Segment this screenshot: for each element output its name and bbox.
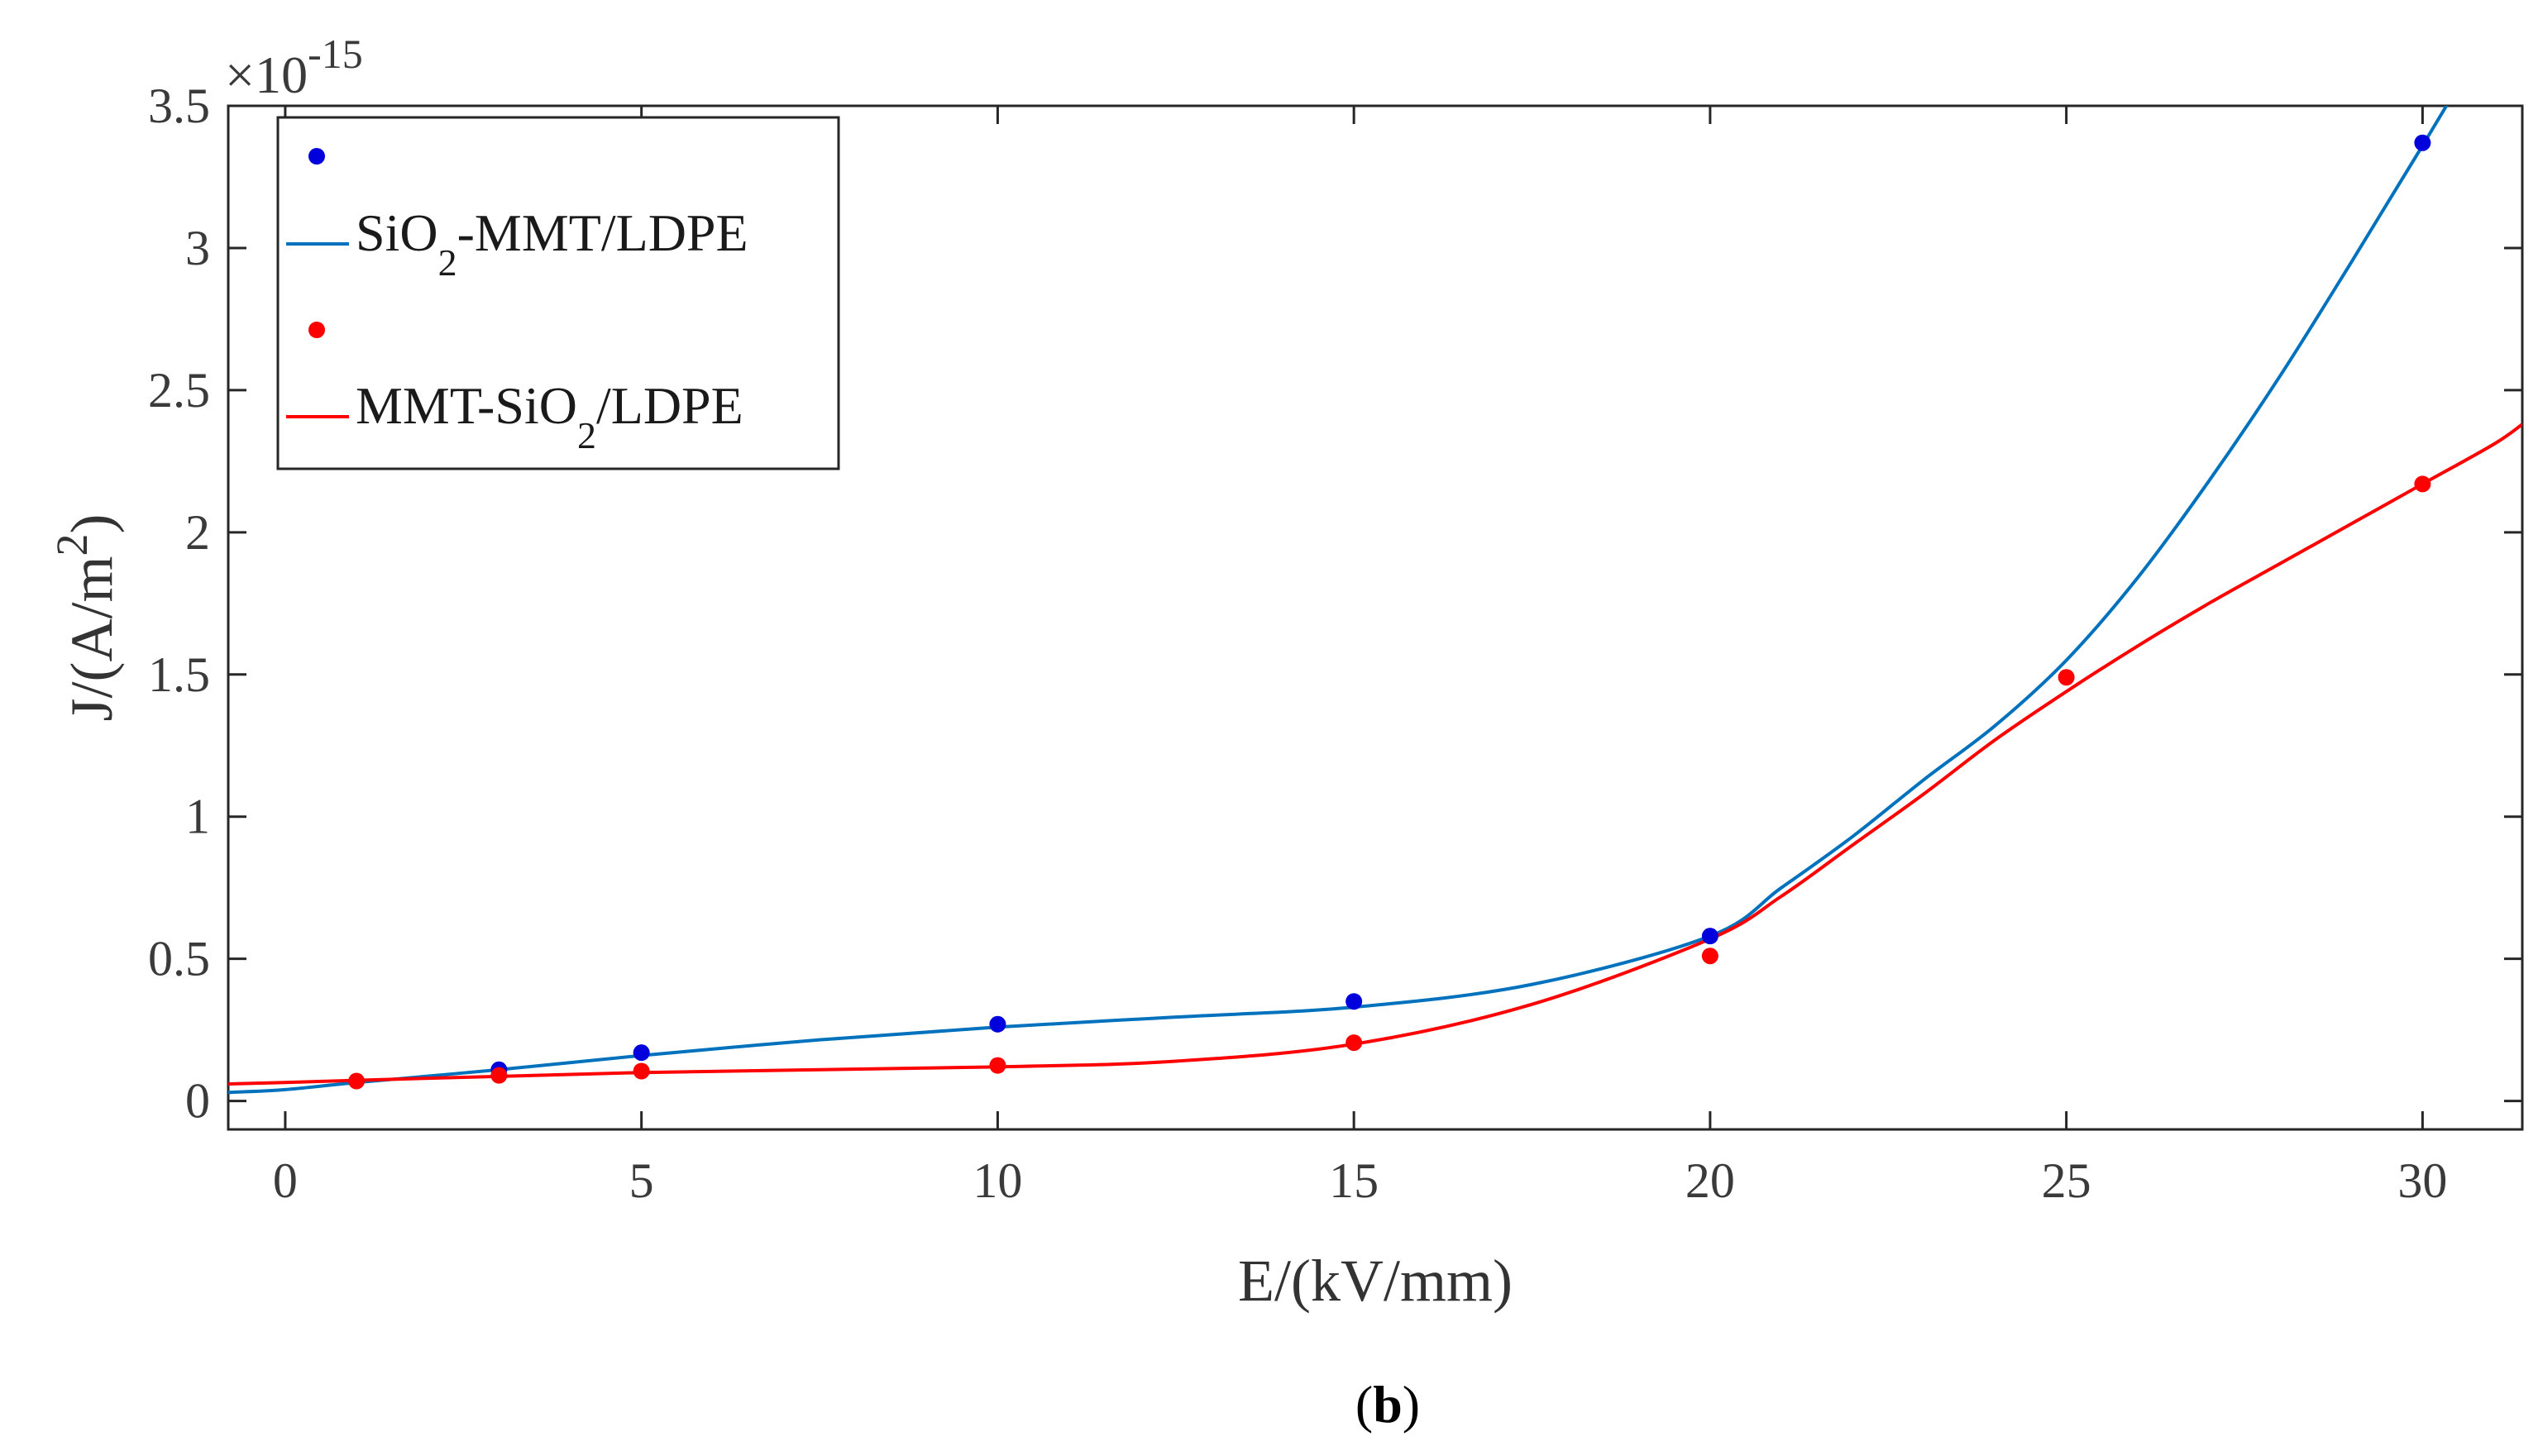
data-point-series-0 (633, 1044, 650, 1062)
x-tick-label: 15 (1329, 1153, 1379, 1208)
data-point-series-1 (2414, 475, 2431, 493)
data-point-series-1 (348, 1072, 366, 1090)
y-tick-label: 0 (185, 1074, 210, 1129)
data-point-series-0 (1701, 928, 1718, 945)
x-tick-label: 5 (629, 1153, 654, 1208)
y-axis-label: J/(A/m2) (47, 514, 125, 722)
x-tick-label: 10 (973, 1153, 1022, 1208)
y-tick-label: 1.5 (148, 647, 210, 702)
x-tick-label: 20 (1685, 1153, 1735, 1208)
y-tick-label: 2 (185, 505, 210, 560)
legend-box (276, 116, 840, 470)
legend: SiO2-MMT/LDPE MMT-SiO2/LDPE (276, 116, 840, 470)
y-axis-exponent: ×10-15 (225, 31, 363, 104)
x-axis-label: E/(kV/mm) (1238, 1248, 1513, 1314)
x-tick-label: 30 (2397, 1153, 2447, 1208)
data-point-series-1 (490, 1067, 508, 1084)
x-tick-label: 25 (2042, 1153, 2091, 1208)
y-tick-label: 3 (185, 221, 210, 275)
data-markers (348, 134, 2431, 1090)
y-axis-ticks: 0 0.5 1 1.5 2 2.5 3 3.5 (148, 79, 2522, 1129)
y-tick-label: 1 (185, 790, 210, 844)
legend-marker-sio2-mmt (308, 148, 325, 165)
x-axis-ticks: 0 5 10 15 20 25 30 (273, 106, 2447, 1208)
legend-marker-mmt-sio2 (308, 322, 325, 338)
data-point-series-1 (1345, 1034, 1363, 1052)
data-point-series-0 (1345, 993, 1363, 1010)
fit-line-series-1 (228, 422, 2522, 1086)
legend-label-mmt-sio2: MMT-SiO2/LDPE (356, 376, 743, 456)
data-point-series-0 (2414, 134, 2431, 151)
data-point-series-1 (2058, 669, 2075, 686)
data-point-series-0 (989, 1015, 1006, 1033)
x-tick-label: 0 (273, 1153, 298, 1208)
data-point-series-1 (633, 1062, 650, 1080)
legend-label-sio2-mmt: SiO2-MMT/LDPE (356, 203, 748, 284)
y-tick-label: 2.5 (148, 363, 210, 418)
y-tick-label: 3.5 (148, 79, 210, 133)
data-point-series-1 (1701, 948, 1718, 965)
data-point-series-1 (989, 1057, 1006, 1074)
y-tick-label: 0.5 (148, 932, 210, 986)
figure-caption: (b) (1355, 1375, 1420, 1434)
